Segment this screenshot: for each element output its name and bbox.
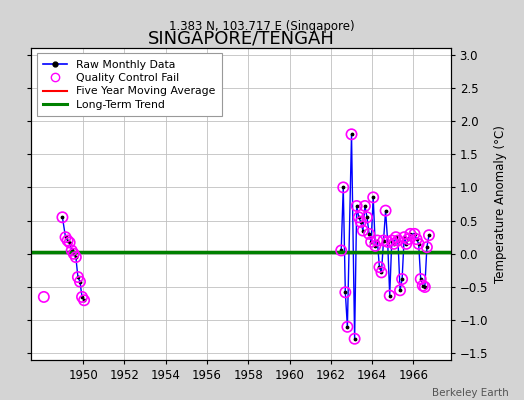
Point xyxy=(70,250,78,257)
Point xyxy=(339,184,347,191)
Point xyxy=(355,214,363,220)
Point xyxy=(423,244,431,250)
Point xyxy=(414,241,423,247)
Point xyxy=(61,234,70,240)
Point xyxy=(76,278,84,285)
Title: SINGAPORE/TENGAH: SINGAPORE/TENGAH xyxy=(148,30,334,48)
Point xyxy=(357,219,365,225)
Point xyxy=(68,247,76,254)
Text: Berkeley Earth: Berkeley Earth xyxy=(432,388,508,398)
Point xyxy=(419,282,427,289)
Point xyxy=(394,237,402,244)
Point xyxy=(379,237,388,244)
Point xyxy=(396,287,404,294)
Point xyxy=(412,236,421,242)
Point xyxy=(341,289,350,296)
Point xyxy=(367,239,375,245)
Point xyxy=(66,239,74,246)
Point xyxy=(353,203,361,209)
Point xyxy=(392,234,400,240)
Point xyxy=(369,194,377,200)
Point xyxy=(425,232,433,238)
Point xyxy=(351,336,359,342)
Point xyxy=(80,297,88,304)
Point xyxy=(398,276,406,282)
Y-axis label: Temperature Anomaly (°C): Temperature Anomaly (°C) xyxy=(494,125,507,283)
Point xyxy=(400,234,408,240)
Point xyxy=(63,237,72,244)
Point xyxy=(371,243,379,249)
Point xyxy=(337,247,345,254)
Point xyxy=(375,264,384,270)
Point xyxy=(373,237,381,244)
Point xyxy=(404,236,412,242)
Point xyxy=(377,269,386,276)
Point xyxy=(381,208,390,214)
Point xyxy=(406,231,414,237)
Point xyxy=(390,241,398,247)
Point xyxy=(359,227,367,234)
Point xyxy=(40,294,48,300)
Point xyxy=(343,324,352,330)
Point xyxy=(365,231,373,237)
Point xyxy=(386,292,394,299)
Point xyxy=(421,284,429,290)
Point xyxy=(402,241,410,247)
Point xyxy=(347,131,356,138)
Legend: Raw Monthly Data, Quality Control Fail, Five Year Moving Average, Long-Term Tren: Raw Monthly Data, Quality Control Fail, … xyxy=(37,54,222,116)
Point xyxy=(388,237,396,244)
Point xyxy=(417,276,425,282)
Point xyxy=(361,203,369,209)
Point xyxy=(74,274,82,280)
Point xyxy=(363,214,371,220)
Point xyxy=(410,231,419,237)
Point xyxy=(58,214,67,220)
Point xyxy=(78,294,86,300)
Text: 1.383 N, 103.717 E (Singapore): 1.383 N, 103.717 E (Singapore) xyxy=(169,20,355,33)
Point xyxy=(72,254,80,260)
Point xyxy=(384,239,392,245)
